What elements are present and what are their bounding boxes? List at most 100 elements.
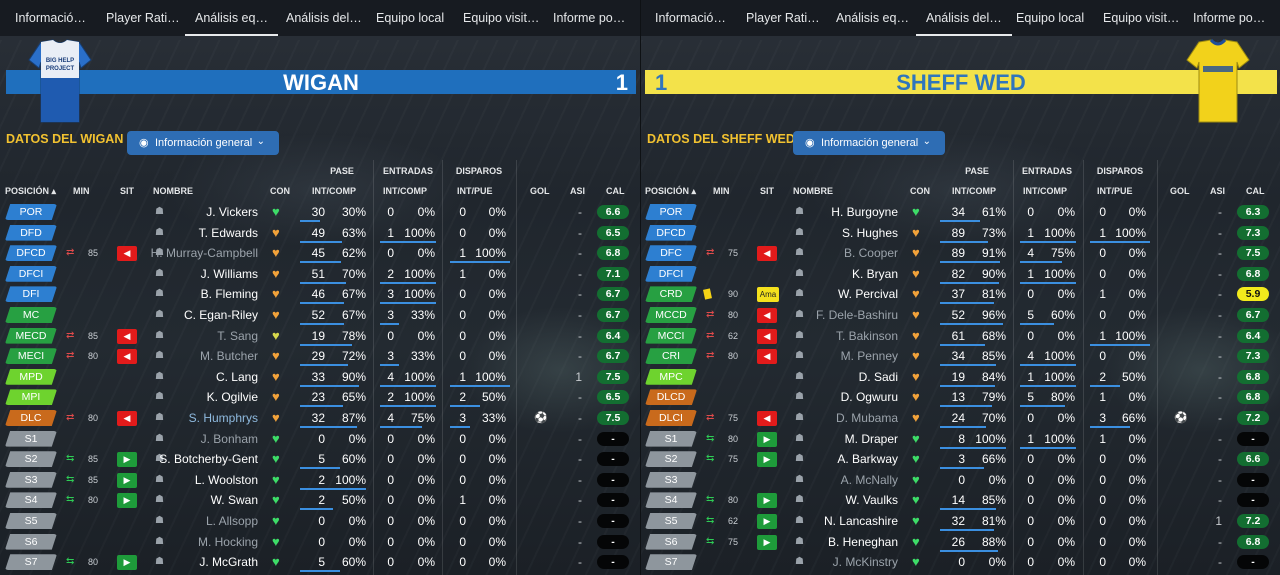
player-row[interactable]: POR ☗ J. Vickers ♥ 30 30% 0 0% 0 0% - 6.6	[0, 202, 640, 222]
player-name[interactable]: N. Lancashire	[823, 514, 898, 528]
player-row[interactable]: MPC ☗ D. Sadi ♥ 19 84% 1 100% 2 50% -6.8	[641, 367, 1280, 387]
col-min[interactable]: MIN	[73, 186, 90, 196]
player-row[interactable]: S1 ⇆ 80 ▶ ☗ M. Draper ♥ 8 100% 1 100% 1 0% - -	[641, 429, 1280, 449]
player-name[interactable]: M. Butcher	[199, 349, 258, 364]
player-row[interactable]: MECD ⇄ 85 ◀ ☗ T. Sang ♥ 19 78% 0 0% 0 0% -6.4	[0, 326, 640, 346]
tab-informe[interactable]: Informe po…	[553, 11, 626, 25]
player-name[interactable]: S. Hughes	[841, 225, 898, 240]
col-min[interactable]: MIN	[713, 186, 730, 196]
col-asi[interactable]: ASI	[570, 186, 586, 196]
player-name[interactable]: J. Bonham	[200, 431, 258, 446]
player-name[interactable]: H. Murray-Campbell	[150, 246, 258, 261]
player-row[interactable]: DFI ☗ B. Fleming ♥ 46 67% 3 100% 0 0% -6.7	[0, 284, 640, 305]
player-row[interactable]: DLC ⇄ 80 ◀ ☗ S. Humphrys ♥ 32 87% 4 75% 3 33% ⚽ - 7.5	[0, 408, 640, 428]
player-row[interactable]: S3 ☗ A. McNally ♥ 0 0% 0 0% 0 0% - -	[641, 470, 1280, 490]
player-row[interactable]: CRD 90 Ama ☗ W. Percival ♥ 37 81% 0 0% 1 0% -5.9	[641, 284, 1280, 305]
player-name[interactable]: J. Williams	[200, 266, 258, 281]
tab-equipo-local[interactable]: Equipo local	[376, 11, 445, 25]
player-name[interactable]: T. Bakinson	[835, 328, 898, 343]
player-row[interactable]: MPD ☗ C. Lang ♥ 33 90% 4 100% 1 100% 1 7.5	[0, 367, 640, 387]
tab-equipo-local[interactable]: Equipo local	[1016, 11, 1085, 25]
player-name[interactable]: C. Lang	[215, 369, 258, 384]
player-name[interactable]: C. Egan-Riley	[183, 308, 258, 322]
tab-informe[interactable]: Informe po…	[1193, 11, 1266, 25]
col-asi[interactable]: ASI	[1210, 186, 1226, 196]
player-name[interactable]: W. Percival	[837, 287, 898, 302]
player-name[interactable]: L. Allsopp	[205, 514, 258, 528]
col-nombre[interactable]: NOMBRE	[153, 186, 193, 196]
col-entradas-int-comp[interactable]: INT/COMP	[1023, 186, 1067, 196]
player-row[interactable]: S6 ⇆ 75 ▶ ☗ B. Heneghan ♥ 26 88% 0 0% 0 0% -6.8	[641, 532, 1280, 552]
player-row[interactable]: DFD ☗ T. Edwards ♥ 49 63% 1 100% 0 0% -6.5	[0, 223, 640, 243]
player-row[interactable]: S3 ⇆ 85 ▶ ☗ L. Woolston ♥ 2 100% 0 0% 0 0% - -	[0, 470, 640, 490]
player-row[interactable]: DFCI ☗ K. Bryan ♥ 82 90% 1 100% 0 0% -6.8	[641, 264, 1280, 284]
player-name[interactable]: M. Penney	[840, 349, 898, 364]
tab-analisis-equipo[interactable]: Análisis eq…	[185, 0, 278, 36]
player-name[interactable]: T. Edwards	[198, 225, 258, 240]
player-row[interactable]: S5 ☗ L. Allsopp ♥ 0 0% 0 0% 0 0% - -	[0, 511, 640, 531]
player-row[interactable]: S4 ⇆ 80 ▶ ☗ W. Swan ♥ 2 50% 0 0% 1 0% - -	[0, 490, 640, 511]
player-row[interactable]: MC ☗ C. Egan-Riley ♥ 52 67% 3 33% 0 0% - 6.7	[0, 305, 640, 325]
player-name[interactable]: B. Heneghan	[827, 534, 898, 549]
player-row[interactable]: POR ☗ H. Burgoyne ♥ 34 61% 0 0% 0 0% - 6.3	[641, 202, 1280, 222]
col-posicion[interactable]: POSICIÓN ▴	[5, 186, 57, 196]
tab-player-ratings[interactable]: Player Rati…	[106, 11, 180, 25]
tab-analisis-del[interactable]: Análisis del…	[916, 0, 1012, 36]
col-sit[interactable]: SIT	[120, 186, 135, 196]
tab-analisis-del[interactable]: Análisis del…	[286, 11, 362, 25]
col-con[interactable]: CON	[270, 186, 290, 196]
tab-analisis-equipo[interactable]: Análisis eq…	[836, 11, 909, 25]
player-row[interactable]: MCCI ⇄ 62 ◀ ☗ T. Bakinson ♥ 61 68% 0 0% 1 100% -6.4	[641, 326, 1280, 346]
col-cal[interactable]: CAL	[606, 186, 625, 196]
player-name[interactable]: D. Sadi	[858, 369, 898, 384]
col-pase-int-comp[interactable]: INT/COMP	[312, 186, 356, 196]
player-name[interactable]: S. Botcherby-Gent	[159, 452, 258, 467]
col-con[interactable]: CON	[910, 186, 930, 196]
tab-informacion[interactable]: Informació…	[15, 11, 86, 25]
player-name[interactable]: M. Hocking	[197, 534, 258, 549]
player-row[interactable]: DLCD ☗ D. Ogwuru ♥ 13 79% 5 80% 1 0% -6.8	[641, 387, 1280, 408]
player-name[interactable]: W. Swan	[210, 493, 258, 508]
player-name[interactable]: L. Woolston	[194, 472, 258, 487]
col-disparos-int-pue[interactable]: INT/PUE	[1097, 186, 1133, 196]
info-dropdown[interactable]: ◉ Información general ⌄	[127, 131, 279, 155]
player-row[interactable]: DFCD ☗ S. Hughes ♥ 89 73% 1 100% 1 100% -7.3	[641, 223, 1280, 243]
player-name[interactable]: F. Dele-Bashiru	[815, 308, 898, 322]
player-name[interactable]: B. Fleming	[200, 287, 258, 302]
col-pase-int-comp[interactable]: INT/COMP	[952, 186, 996, 196]
col-nombre[interactable]: NOMBRE	[793, 186, 833, 196]
player-name[interactable]: T. Sang	[217, 328, 258, 343]
player-name[interactable]: A. Barkway	[837, 452, 898, 467]
player-row[interactable]: MCCD ⇄ 80 ◀ ☗ F. Dele-Bashiru ♥ 52 96% 5 60% 0 0% - 6.…	[641, 305, 1280, 325]
col-posicion[interactable]: POSICIÓN ▴	[645, 186, 697, 196]
player-name[interactable]: J. McKinstry	[832, 555, 898, 570]
player-row[interactable]: S1 ☗ J. Bonham ♥ 0 0% 0 0% 0 0% - -	[0, 429, 640, 449]
player-row[interactable]: S7 ☗ J. McKinstry ♥ 0 0% 0 0% 0 0% - -	[641, 552, 1280, 572]
col-entradas-int-comp[interactable]: INT/COMP	[383, 186, 427, 196]
player-name[interactable]: K. Bryan	[851, 266, 898, 281]
player-row[interactable]: S7 ⇆ 80 ▶ ☗ J. McGrath ♥ 5 60% 0 0% 0 0% - -	[0, 552, 640, 573]
player-name[interactable]: D. Ogwuru	[840, 390, 898, 405]
player-row[interactable]: DFC ⇄ 75 ◀ ☗ B. Cooper ♥ 89 91% 4 75% 0 0% -7.5	[641, 243, 1280, 264]
player-name[interactable]: D. Mubama	[835, 411, 898, 425]
tab-equipo-visitante[interactable]: Equipo visit…	[463, 11, 540, 25]
col-gol[interactable]: GOL	[1170, 186, 1190, 196]
player-row[interactable]: DFCD ⇄ 85 ◀ ☗ H. Murray-Campbell ♥ 45 62% 0 0% 1 100…	[0, 243, 640, 264]
player-name[interactable]: B. Cooper	[843, 246, 898, 261]
player-row[interactable]: S2 ⇆ 75 ▶ ☗ A. Barkway ♥ 3 66% 0 0% 0 0% -6.6	[641, 449, 1280, 470]
info-dropdown[interactable]: ◉ Información general ⌄	[793, 131, 945, 155]
player-name[interactable]: K. Ogilvie	[206, 390, 258, 405]
player-name[interactable]: J. Vickers	[206, 205, 258, 219]
player-row[interactable]: MPI ☗ K. Ogilvie ♥ 23 65% 2 100% 2 50% -6.5	[0, 387, 640, 408]
tab-equipo-visitante[interactable]: Equipo visit…	[1103, 11, 1180, 25]
col-disparos-int-pue[interactable]: INT/PUE	[457, 186, 493, 196]
player-name[interactable]: M. Draper	[844, 431, 898, 446]
player-row[interactable]: S6 ☗ M. Hocking ♥ 0 0% 0 0% 0 0% - -	[0, 532, 640, 552]
col-sit[interactable]: SIT	[760, 186, 775, 196]
player-row[interactable]: CRI ⇄ 80 ◀ ☗ M. Penney ♥ 34 85% 4 100% 0 0% -7.3	[641, 346, 1280, 367]
player-row[interactable]: S2 ⇆ 85 ▶ ☗ S. Botcherby-Gent ♥ 5 60% 0 0% 0 0% - -	[0, 449, 640, 470]
player-name[interactable]: J. McGrath	[199, 555, 258, 570]
tab-player-ratings[interactable]: Player Rati…	[746, 11, 820, 25]
tab-informacion[interactable]: Informació…	[655, 11, 726, 25]
player-row[interactable]: DFCI ☗ J. Williams ♥ 51 70% 2 100% 1 0% -7.1	[0, 264, 640, 284]
